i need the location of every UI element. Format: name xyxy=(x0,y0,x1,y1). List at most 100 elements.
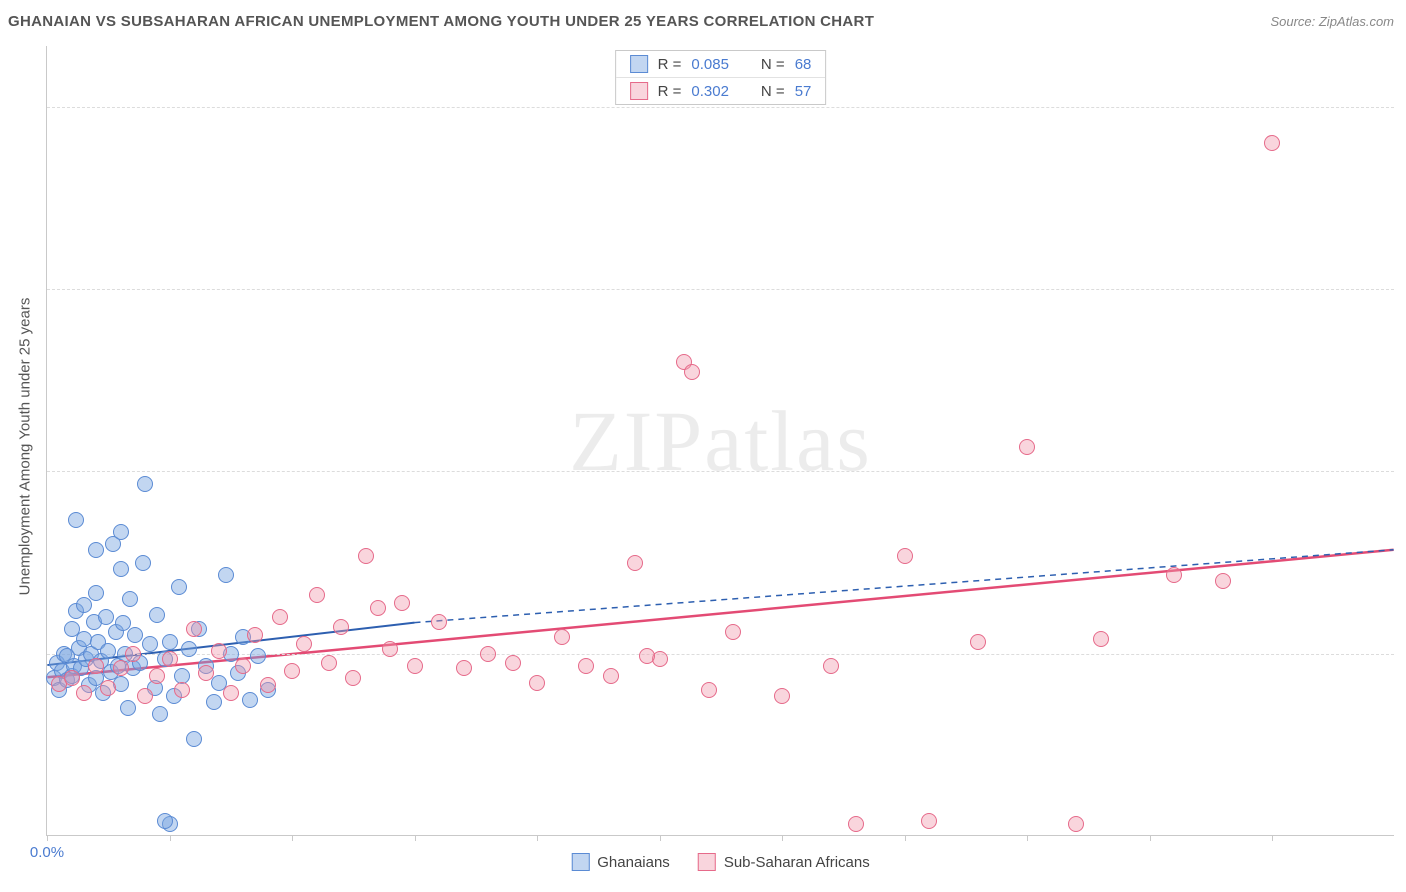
n-label: N = xyxy=(761,83,785,100)
data-point-subsaharan xyxy=(64,670,80,686)
x-tick xyxy=(415,835,416,841)
data-point-ghanaians xyxy=(88,585,104,601)
watermark-part1: ZIP xyxy=(569,393,704,489)
gridline-h xyxy=(47,471,1394,472)
data-point-ghanaians xyxy=(120,700,136,716)
data-point-subsaharan xyxy=(247,627,263,643)
data-point-subsaharan xyxy=(684,364,700,380)
n-value-subsaharan: 57 xyxy=(795,83,812,100)
x-tick xyxy=(905,835,906,841)
stats-row-ghanaians: R = 0.085 N = 68 xyxy=(616,51,826,78)
legend-swatch-subsaharan xyxy=(698,853,716,871)
data-point-subsaharan xyxy=(370,600,386,616)
legend-swatch-ghanaians xyxy=(571,853,589,871)
data-point-subsaharan xyxy=(88,658,104,674)
data-point-subsaharan xyxy=(333,619,349,635)
trend-lines-layer xyxy=(47,46,1394,835)
data-point-subsaharan xyxy=(382,641,398,657)
data-point-ghanaians xyxy=(137,476,153,492)
x-tick xyxy=(1027,835,1028,841)
x-tick xyxy=(660,835,661,841)
data-point-subsaharan xyxy=(113,660,129,676)
data-point-ghanaians xyxy=(218,567,234,583)
r-label: R = xyxy=(658,56,682,73)
x-tick xyxy=(1150,835,1151,841)
data-point-subsaharan xyxy=(174,682,190,698)
data-point-subsaharan xyxy=(725,624,741,640)
data-point-subsaharan xyxy=(1166,567,1182,583)
legend-item-subsaharan: Sub-Saharan Africans xyxy=(698,853,870,871)
x-tick xyxy=(47,835,48,841)
data-point-subsaharan xyxy=(76,685,92,701)
data-point-ghanaians xyxy=(68,512,84,528)
data-point-subsaharan xyxy=(321,655,337,671)
data-point-subsaharan xyxy=(296,636,312,652)
data-point-ghanaians xyxy=(76,597,92,613)
x-tick xyxy=(537,835,538,841)
chart-title: GHANAIAN VS SUBSAHARAN AFRICAN UNEMPLOYM… xyxy=(8,13,874,30)
data-point-subsaharan xyxy=(235,658,251,674)
r-value-subsaharan: 0.302 xyxy=(691,83,729,100)
data-point-subsaharan xyxy=(358,548,374,564)
data-point-subsaharan xyxy=(1215,573,1231,589)
data-point-ghanaians xyxy=(250,648,266,664)
data-point-ghanaians xyxy=(113,561,129,577)
x-tick xyxy=(1272,835,1273,841)
chart-header: GHANAIAN VS SUBSAHARAN AFRICAN UNEMPLOYM… xyxy=(0,0,1406,42)
series-legend: Ghanaians Sub-Saharan Africans xyxy=(571,853,869,871)
data-point-subsaharan xyxy=(505,655,521,671)
data-point-ghanaians xyxy=(157,813,173,829)
x-tick xyxy=(292,835,293,841)
data-point-subsaharan xyxy=(272,609,288,625)
data-point-subsaharan xyxy=(1068,816,1084,832)
data-point-ghanaians xyxy=(186,731,202,747)
stats-legend: R = 0.085 N = 68 R = 0.302 N = 57 xyxy=(615,50,827,105)
legend-item-ghanaians: Ghanaians xyxy=(571,853,670,871)
data-point-subsaharan xyxy=(1019,439,1035,455)
data-point-subsaharan xyxy=(149,668,165,684)
data-point-ghanaians xyxy=(142,636,158,652)
data-point-subsaharan xyxy=(186,621,202,637)
data-point-subsaharan xyxy=(627,555,643,571)
data-point-subsaharan xyxy=(529,675,545,691)
x-tick xyxy=(782,835,783,841)
data-point-subsaharan xyxy=(848,816,864,832)
watermark: ZIPatlas xyxy=(569,391,872,491)
legend-label-ghanaians: Ghanaians xyxy=(597,854,670,871)
data-point-subsaharan xyxy=(578,658,594,674)
data-point-ghanaians xyxy=(162,634,178,650)
r-label: R = xyxy=(658,83,682,100)
data-point-ghanaians xyxy=(206,694,222,710)
data-point-subsaharan xyxy=(1093,631,1109,647)
data-point-subsaharan xyxy=(456,660,472,676)
data-point-subsaharan xyxy=(701,682,717,698)
data-point-subsaharan xyxy=(774,688,790,704)
data-point-ghanaians xyxy=(149,607,165,623)
data-point-ghanaians xyxy=(98,609,114,625)
data-point-ghanaians xyxy=(76,631,92,647)
data-point-ghanaians xyxy=(152,706,168,722)
data-point-subsaharan xyxy=(309,587,325,603)
data-point-subsaharan xyxy=(480,646,496,662)
data-point-subsaharan xyxy=(345,670,361,686)
y-axis-label: Unemployment Among Youth under 25 years xyxy=(17,297,34,595)
x-tick xyxy=(170,835,171,841)
data-point-subsaharan xyxy=(431,614,447,630)
data-point-subsaharan xyxy=(639,648,655,664)
data-point-ghanaians xyxy=(181,641,197,657)
plot-area: ZIPatlas R = 0.085 N = 68 R = 0.302 N = … xyxy=(46,46,1394,836)
data-point-subsaharan xyxy=(921,813,937,829)
gridline-h xyxy=(47,289,1394,290)
n-value-ghanaians: 68 xyxy=(795,56,812,73)
data-point-ghanaians xyxy=(113,524,129,540)
data-point-subsaharan xyxy=(211,643,227,659)
data-point-subsaharan xyxy=(554,629,570,645)
data-point-subsaharan xyxy=(284,663,300,679)
data-point-ghanaians xyxy=(127,627,143,643)
y-axis-label-container: Unemployment Among Youth under 25 years xyxy=(10,0,40,892)
data-point-subsaharan xyxy=(162,651,178,667)
data-point-subsaharan xyxy=(897,548,913,564)
data-point-subsaharan xyxy=(223,685,239,701)
watermark-part2: atlas xyxy=(704,393,872,489)
data-point-ghanaians xyxy=(122,591,138,607)
